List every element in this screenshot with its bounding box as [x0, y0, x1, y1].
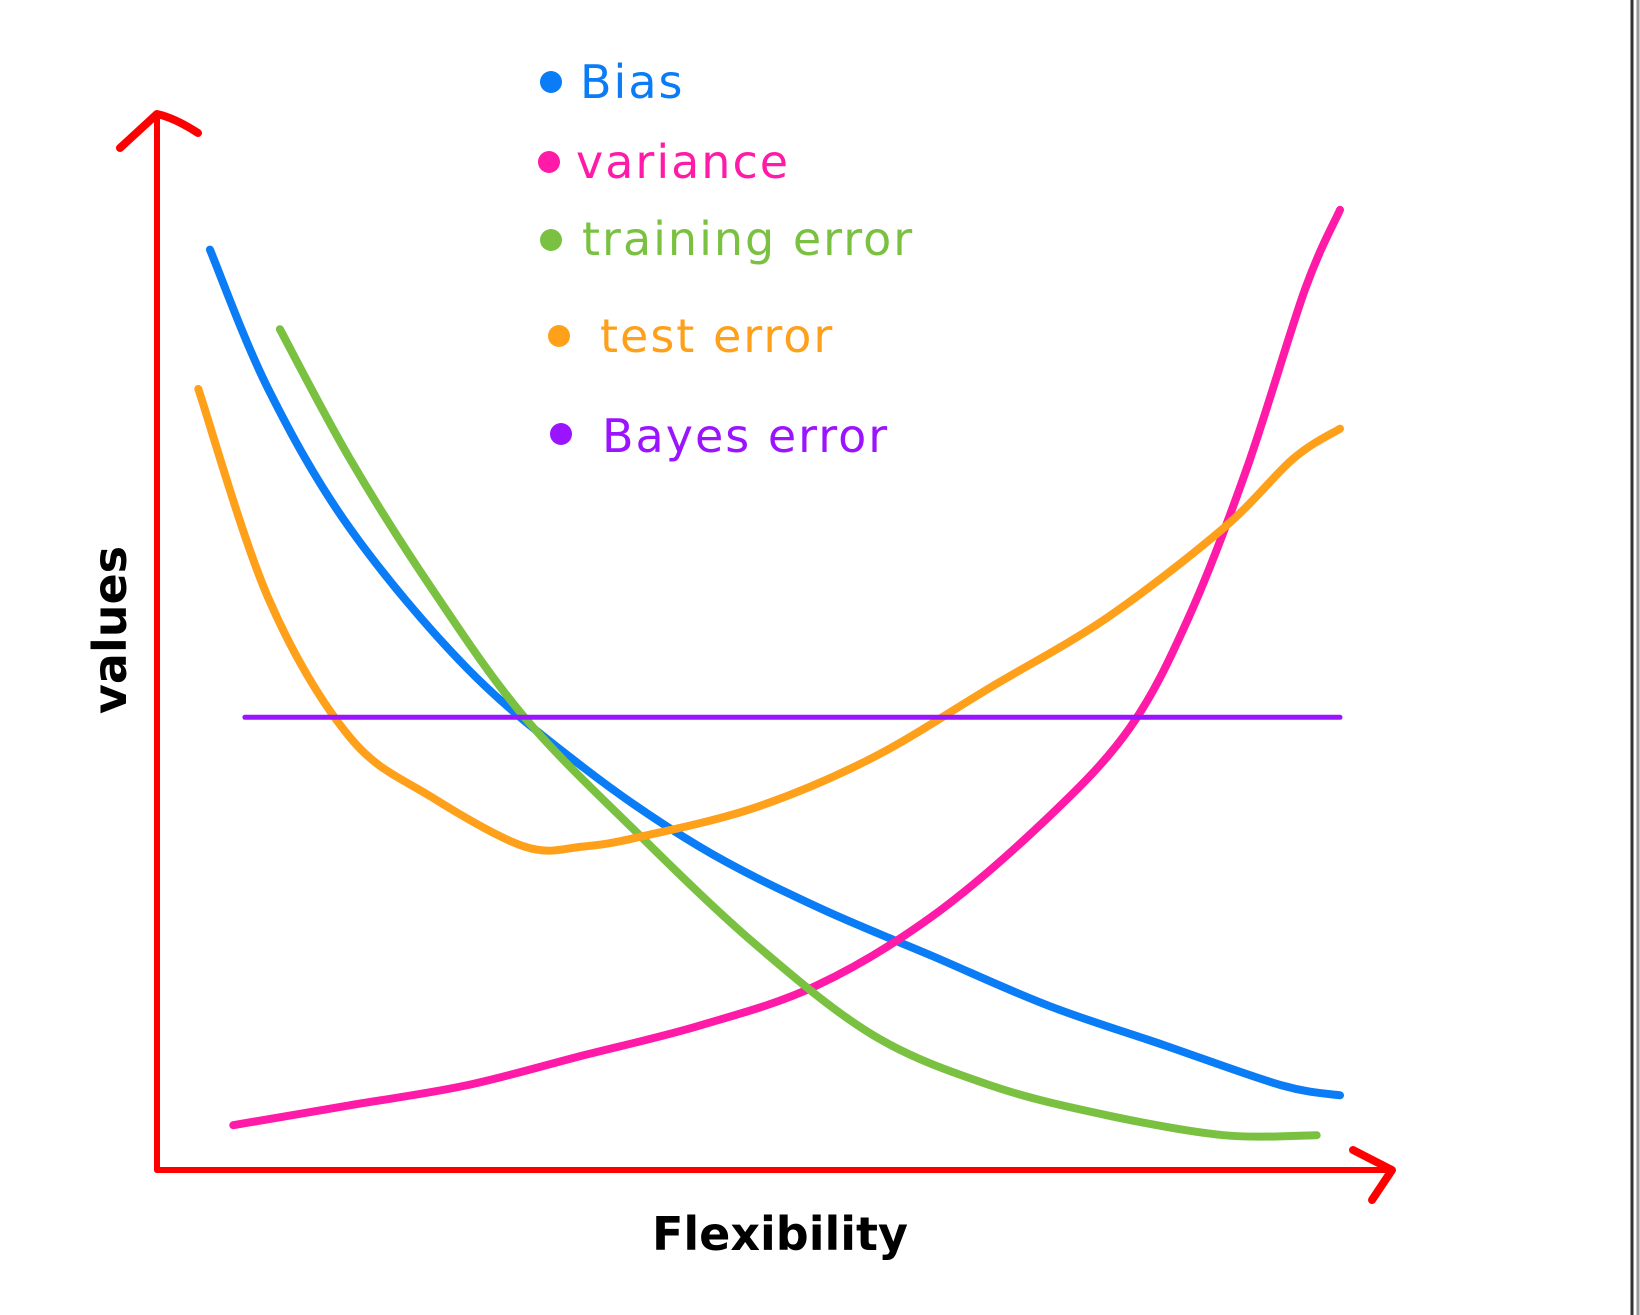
legend-dot-variance: [538, 151, 560, 173]
legend-label-test-error: test error: [600, 309, 834, 363]
legend-item-training-error: training error: [540, 212, 914, 266]
legend-dot-training-error: [540, 229, 562, 251]
legend-label-training-error: training error: [582, 212, 914, 266]
legend-dot-bias: [540, 71, 562, 93]
axes: [116, 110, 1396, 1204]
legend-item-bias: Bias: [540, 55, 685, 109]
legend-label-bias: Bias: [580, 55, 685, 109]
legend-label-variance: variance: [576, 135, 790, 189]
y-axis-label: values: [83, 546, 137, 714]
legend-label-bayes-error: Bayes error: [602, 409, 889, 463]
y-axis-arrowhead: [116, 110, 202, 152]
x-axis-label: Flexibility: [652, 1207, 908, 1261]
legend-item-bayes-error: Bayes error: [550, 409, 889, 463]
legend-item-variance: variance: [538, 135, 790, 189]
series-layer: [194, 205, 1344, 1141]
legend-dot-bayes-error: [550, 423, 572, 445]
legend-dot-test-error: [548, 325, 570, 347]
legend-item-test-error: test error: [548, 309, 834, 363]
x-axis-arrowhead: [1349, 1146, 1396, 1204]
series-line-training-error: [275, 325, 1321, 1141]
legend: Bias variance training error test error …: [538, 55, 914, 463]
series-line-bias: [205, 245, 1344, 1100]
series-line-variance: [229, 205, 1344, 1130]
